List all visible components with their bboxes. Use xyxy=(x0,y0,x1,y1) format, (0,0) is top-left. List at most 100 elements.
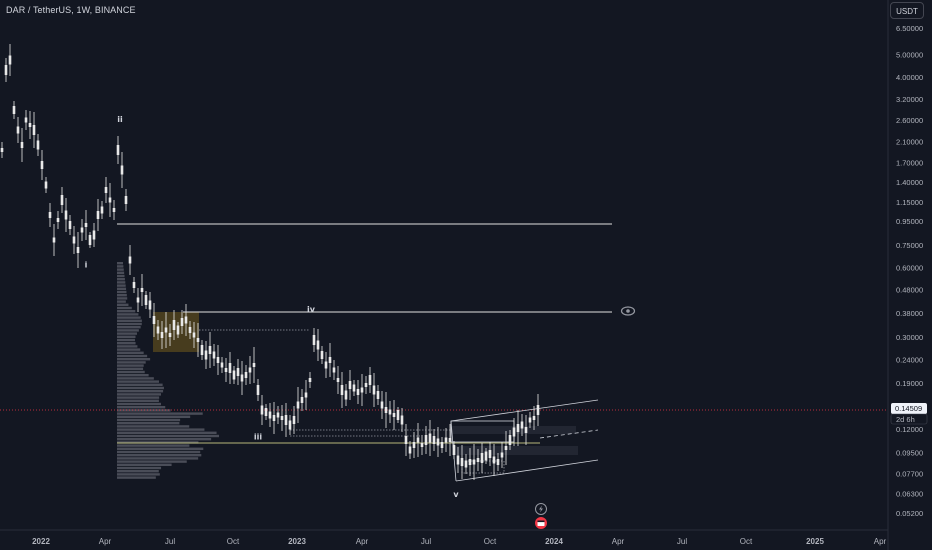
candle-body xyxy=(116,145,120,155)
candle-body xyxy=(520,421,524,429)
price-axis[interactable]: 6.50000 5.00000 4.00000 3.20000 2.60000 2.100… xyxy=(896,24,923,518)
eye-icon[interactable] xyxy=(620,306,636,316)
volume-profile-bar xyxy=(117,310,136,313)
candle-body xyxy=(384,407,388,413)
volume-profile-bar xyxy=(117,348,141,351)
candle-body xyxy=(40,161,44,169)
candle-body xyxy=(176,325,180,335)
candle-body xyxy=(408,446,412,454)
candle-body xyxy=(220,362,224,368)
candle-body xyxy=(392,413,396,417)
candle-body xyxy=(464,460,468,468)
volume-profile-bar xyxy=(117,278,125,281)
price-tick-label: 0.19000 xyxy=(896,379,923,388)
candle-body xyxy=(308,378,312,382)
channel-upper[interactable] xyxy=(450,399,599,422)
volume-profile-bar xyxy=(117,418,181,422)
volume-profile-bar xyxy=(117,447,204,450)
candle-body xyxy=(132,282,136,288)
candle-body xyxy=(200,345,204,355)
wave-label: v xyxy=(453,490,459,499)
candle-body xyxy=(224,368,228,372)
candle-body xyxy=(424,435,428,445)
time-axis[interactable]: 2022 Apr Jul Oct 2023 Apr Jul Oct 2024 Apr Jul Oct 2… xyxy=(32,537,886,546)
price-tick-label: 0.06300 xyxy=(896,490,923,499)
candle-body xyxy=(344,390,348,400)
candle-body xyxy=(528,417,532,423)
volume-profile-bar xyxy=(117,386,164,390)
price-tick-label: 5.00000 xyxy=(896,50,923,59)
candle-body xyxy=(96,211,100,219)
volume-profile-bar xyxy=(117,412,203,415)
candle-body xyxy=(136,297,140,303)
volume-profile-bar xyxy=(117,290,127,294)
symbol-title: DAR / TetherUS, 1W, BINANCE xyxy=(6,5,136,15)
candle-body xyxy=(44,181,48,189)
candle-body xyxy=(336,378,340,382)
candle-body xyxy=(196,338,200,342)
candle-body xyxy=(16,126,20,134)
volume-profile-bar xyxy=(117,268,124,271)
candle-body xyxy=(240,374,244,382)
candle-body xyxy=(100,206,104,214)
volume-profile-bar xyxy=(117,364,144,367)
volume-profile-bar xyxy=(117,319,142,322)
volume-profile-bar xyxy=(117,300,126,303)
volume-profile-bar xyxy=(117,342,136,345)
candle-body xyxy=(120,165,124,175)
time-tick-label: Apr xyxy=(874,537,887,546)
candle-body xyxy=(180,318,184,326)
candle-body xyxy=(436,438,440,446)
price-tick-label: 1.40000 xyxy=(896,178,923,187)
candle-body xyxy=(128,256,132,264)
candle-body xyxy=(244,372,248,378)
volume-profile-bar xyxy=(117,434,220,438)
candle-body xyxy=(452,445,456,455)
volume-profile-bar xyxy=(117,294,127,297)
volume-profile-bar xyxy=(117,470,159,473)
candle-body xyxy=(264,408,268,416)
volume-profile-bar xyxy=(117,380,159,383)
volume-profile-bar xyxy=(117,409,171,412)
volume-profile-bar xyxy=(117,313,139,316)
calendar-event-icon[interactable] xyxy=(535,517,547,529)
volume-profile-bar xyxy=(117,367,144,370)
channel-lower[interactable] xyxy=(455,459,599,482)
candle-body xyxy=(60,195,64,205)
volume-profile-bar xyxy=(117,463,172,466)
price-tick-label: 4.00000 xyxy=(896,73,923,82)
candle-body xyxy=(20,142,24,148)
candle-body xyxy=(476,458,480,462)
time-tick-label: Oct xyxy=(227,537,240,546)
volume-profile-bar xyxy=(117,390,164,393)
volume-profile-bar xyxy=(117,396,160,399)
time-tick-label: Jul xyxy=(421,537,431,546)
volume-profile-bar xyxy=(117,457,199,460)
volume-profile-bar xyxy=(117,351,144,354)
candle-body xyxy=(516,424,520,432)
volume-profile-bar xyxy=(117,345,138,348)
volume-profile-bar xyxy=(117,466,162,470)
volume-profile-bar xyxy=(117,454,202,457)
candle-body xyxy=(280,416,284,420)
lightning-icon[interactable] xyxy=(535,503,547,515)
candle-body xyxy=(204,350,208,360)
candle-body xyxy=(432,436,436,444)
time-tick-label: 2022 xyxy=(32,537,50,546)
candle-body xyxy=(192,332,196,338)
candle-body xyxy=(252,363,256,367)
volume-profile-bar xyxy=(117,329,139,332)
drawing-layer xyxy=(0,223,888,482)
candle-body xyxy=(156,326,160,334)
price-tick-label: 2.60000 xyxy=(896,116,923,125)
time-tick-label: Apr xyxy=(99,537,112,546)
currency-button[interactable]: USDT xyxy=(890,2,924,19)
candle-body xyxy=(332,367,336,373)
volume-profile-bar xyxy=(117,402,161,406)
candle-body xyxy=(12,106,16,114)
candle-body xyxy=(324,361,328,369)
candle-body xyxy=(488,450,492,458)
volume-profile-bar xyxy=(117,361,146,364)
volume-profile-bar xyxy=(117,377,154,380)
